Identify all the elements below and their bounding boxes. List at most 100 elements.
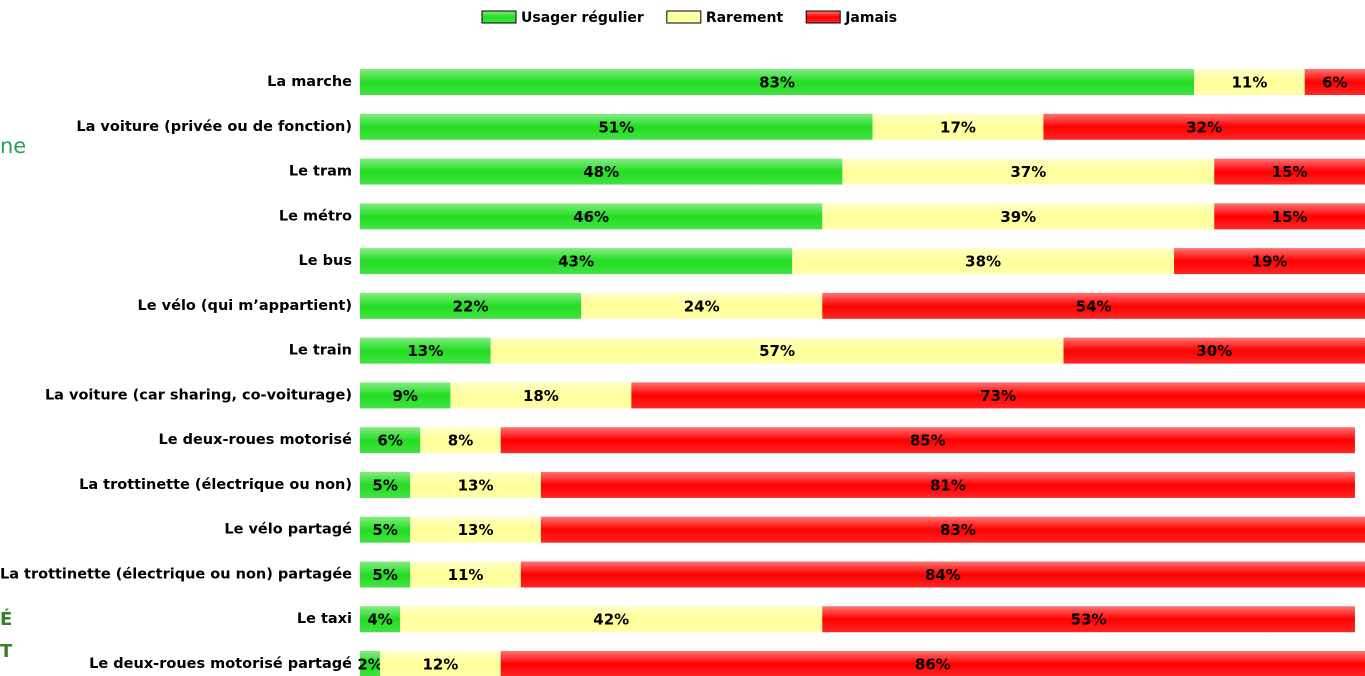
bar-segment	[360, 203, 823, 230]
bar-segment	[1174, 248, 1365, 275]
data-label: 37%	[1010, 163, 1046, 181]
bar-segment	[360, 427, 421, 454]
bar-segment	[400, 606, 823, 633]
data-label: 2%	[357, 656, 382, 674]
data-label: 5%	[372, 566, 397, 584]
bar-segment	[420, 427, 501, 454]
bar-segment	[410, 471, 541, 498]
bar-segment	[822, 606, 1355, 633]
bar-segment	[500, 651, 1365, 676]
bar-segment	[581, 292, 823, 319]
data-label: 39%	[1000, 208, 1036, 226]
bar-segment	[520, 561, 1365, 588]
bar-segment	[360, 292, 582, 319]
annotation: T	[0, 641, 13, 662]
category-label: Le taxi	[297, 611, 352, 627]
bar-segment	[490, 337, 1064, 364]
bar-segment	[1214, 158, 1365, 185]
data-label: 57%	[759, 342, 795, 360]
bar-segment	[1304, 69, 1365, 95]
data-label: 46%	[573, 208, 609, 226]
data-label: 84%	[925, 566, 961, 584]
data-label: 5%	[372, 476, 397, 494]
category-label: La voiture (privée ou de fonction)	[76, 119, 352, 135]
bar-segment	[360, 113, 873, 140]
bar-segment	[540, 471, 1355, 498]
bar-segment	[1194, 69, 1305, 95]
data-label: 48%	[583, 163, 619, 181]
bar-segment	[792, 248, 1175, 275]
data-label: 13%	[458, 476, 494, 494]
bar-segment	[410, 561, 521, 588]
bar-segment	[1043, 113, 1365, 140]
category-label: Le bus	[299, 253, 352, 269]
category-label: Le deux-roues motorisé	[158, 432, 352, 448]
bar-segment	[360, 69, 1195, 95]
bar-segment	[450, 382, 632, 409]
data-label: 12%	[422, 656, 458, 674]
data-label: 18%	[523, 387, 559, 405]
data-label: 51%	[598, 118, 634, 136]
data-label: 86%	[915, 656, 951, 674]
bar-segment	[360, 606, 401, 633]
legend-swatch	[666, 10, 702, 24]
bar-segment	[500, 427, 1355, 454]
data-label: 9%	[392, 387, 417, 405]
data-label: 53%	[1071, 611, 1107, 629]
category-label: Le tram	[289, 164, 352, 180]
category-label: Le vélo (qui m’appartient)	[138, 298, 352, 314]
data-label: 83%	[759, 74, 795, 92]
legend-label: Usager régulier	[521, 10, 644, 26]
bar-segment	[822, 203, 1215, 230]
data-label: 24%	[684, 297, 720, 315]
data-label: 81%	[930, 476, 966, 494]
bar-segment	[360, 382, 451, 409]
bar-segment	[631, 382, 1365, 409]
bar-segment	[360, 158, 843, 185]
legend-label: Jamais	[844, 10, 897, 26]
category-label: La trottinette (électrique ou non) parta…	[0, 566, 352, 582]
legend-swatch	[481, 10, 517, 24]
data-label: 54%	[1076, 297, 1112, 315]
data-label: 17%	[940, 118, 976, 136]
data-label: 38%	[965, 253, 1001, 271]
data-label: 22%	[453, 297, 489, 315]
data-label: 43%	[558, 253, 594, 271]
data-label: 83%	[940, 521, 976, 539]
data-label: 5%	[372, 521, 397, 539]
legend-swatch	[805, 10, 841, 24]
data-label: 19%	[1252, 253, 1288, 271]
bar-segment	[360, 337, 491, 364]
data-label: 42%	[593, 611, 629, 629]
bar-segment	[360, 248, 793, 275]
data-label: 6%	[377, 432, 402, 450]
data-label: 15%	[1272, 163, 1308, 181]
data-label: 4%	[367, 611, 392, 629]
data-label: 85%	[910, 432, 946, 450]
category-label: Le vélo partagé	[224, 522, 352, 538]
category-label: La trottinette (électrique ou non)	[79, 477, 352, 493]
bar-segment	[872, 113, 1044, 140]
bar-segment	[410, 516, 541, 543]
legend-label: Rarement	[706, 10, 784, 26]
bar-segment	[842, 158, 1215, 185]
category-label: Le deux-roues motorisé partagé	[89, 656, 352, 672]
data-label: 6%	[1322, 74, 1347, 92]
category-label: La marche	[267, 74, 352, 90]
category-label: La voiture (car sharing, co-voiturage)	[45, 387, 352, 403]
data-label: 8%	[448, 432, 473, 450]
data-label: 11%	[1231, 74, 1267, 92]
data-label: 13%	[458, 521, 494, 539]
bar-segment	[380, 651, 501, 676]
bar-segment	[360, 561, 411, 588]
annotation: ne	[0, 134, 26, 158]
data-label: 73%	[980, 387, 1016, 405]
data-label: 13%	[407, 342, 443, 360]
category-label: Le train	[289, 343, 352, 359]
bar-segment	[360, 516, 411, 543]
data-label: 11%	[448, 566, 484, 584]
bar-segment	[822, 292, 1365, 319]
bar-segment	[360, 471, 411, 498]
bar-segment	[360, 651, 381, 676]
